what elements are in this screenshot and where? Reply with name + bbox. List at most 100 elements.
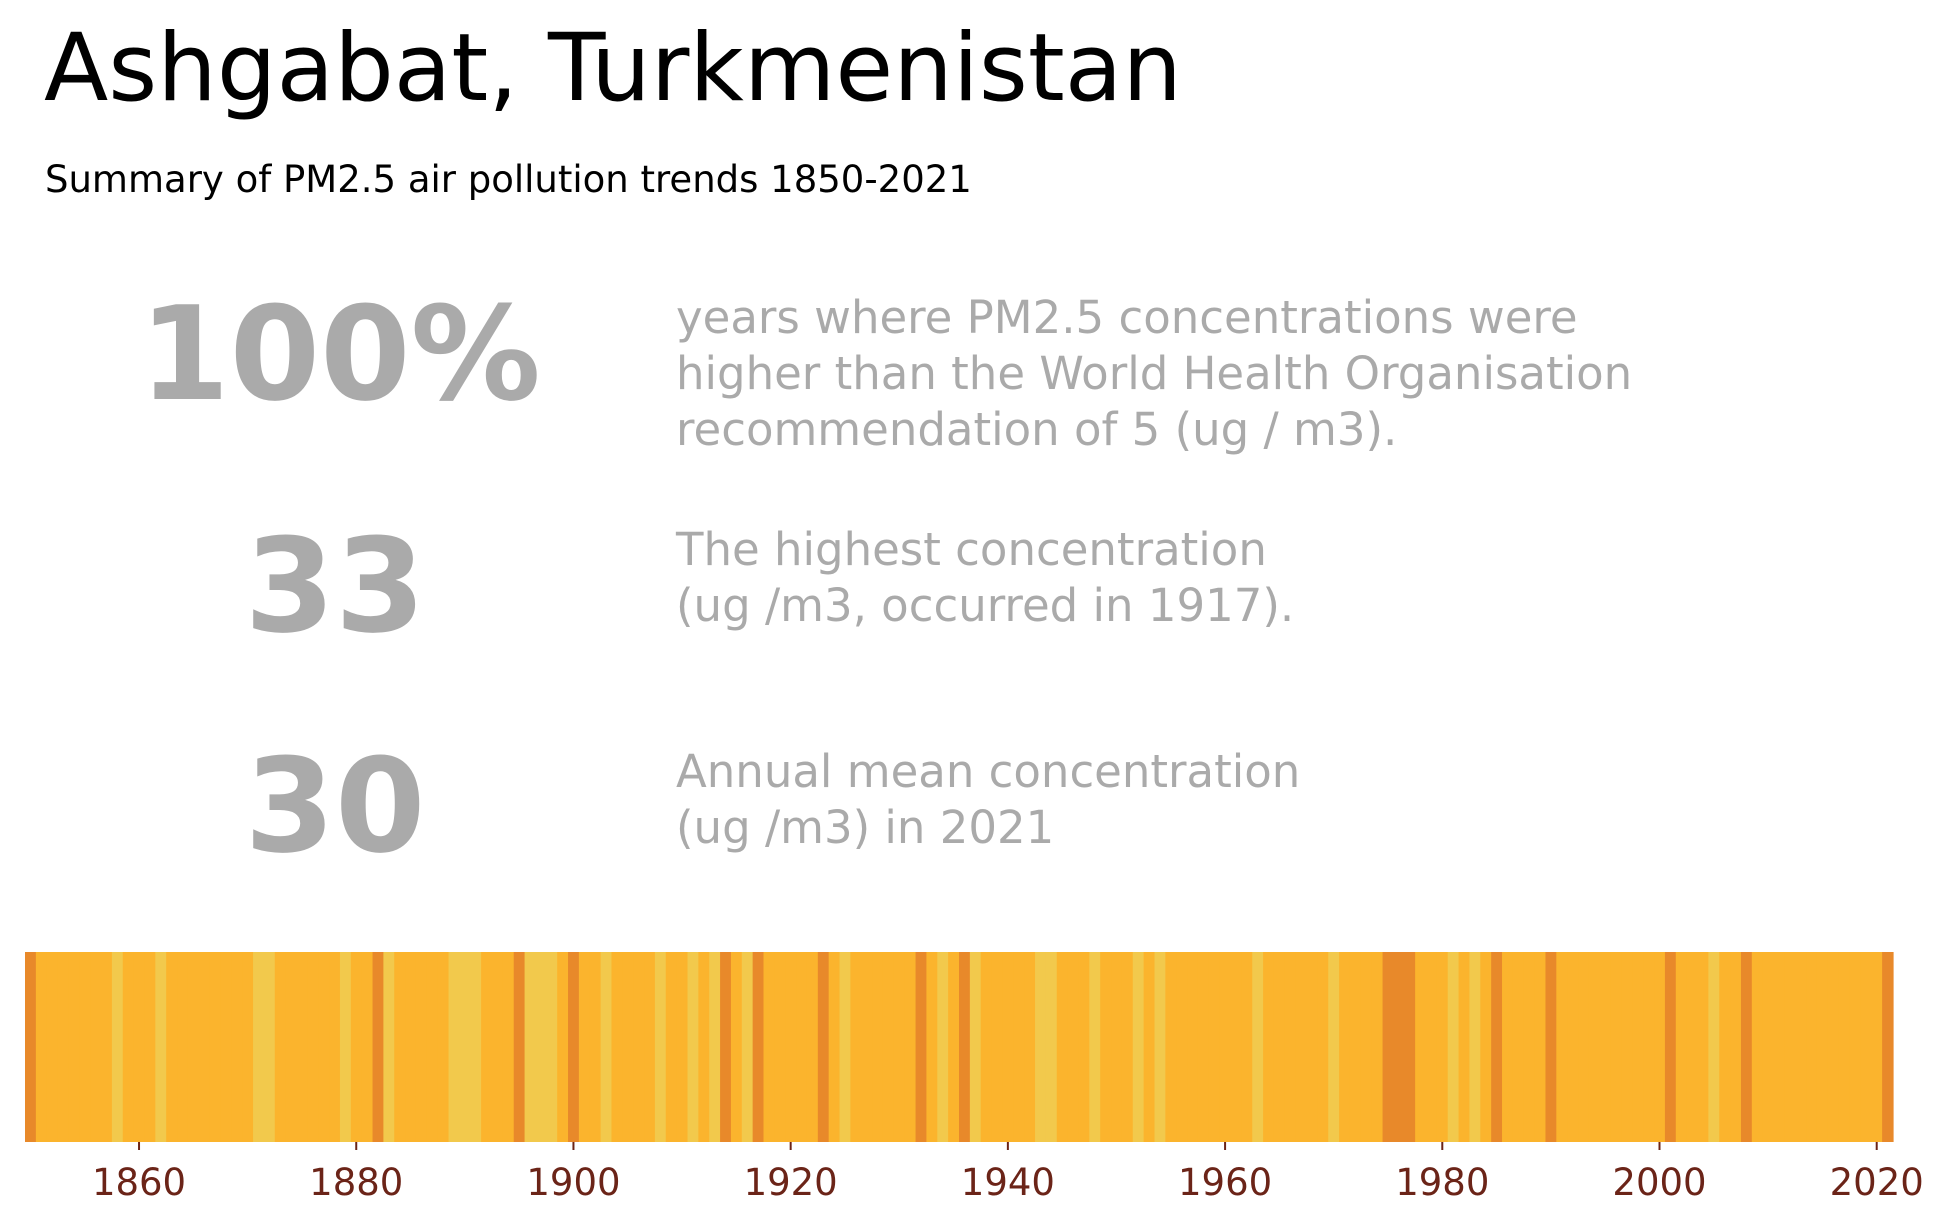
stripe-1892 [481,952,493,1142]
stripe-1884 [394,952,406,1142]
stripe-1912 [698,952,710,1142]
stripe-1873 [274,952,287,1142]
x-tick-label: 1880 [309,1161,403,1204]
stripe-2009 [1751,952,1764,1142]
stripe-1985 [1491,952,1503,1142]
stripe-1964 [1263,952,1275,1142]
stripe-1959 [1208,952,1221,1142]
x-tick-label: 1940 [961,1161,1055,1204]
stripe-2003 [1686,952,1699,1142]
stripe-2015 [1816,952,1829,1142]
stripe-1999 [1643,952,1655,1142]
stripe-1933 [926,952,938,1142]
stripe-1885 [405,952,417,1142]
x-tick-label: 1980 [1395,1161,1489,1204]
stripe-1887 [426,952,439,1142]
stripe-1908 [654,952,667,1142]
stripe-1976 [1393,952,1405,1142]
stripe-1906 [633,952,645,1142]
stripe-1987 [1512,952,1525,1142]
stripe-1927 [861,952,873,1142]
stripe-1916 [741,952,754,1142]
x-tick-label: 2000 [1612,1161,1706,1204]
stripe-1896 [524,952,537,1142]
stripe-1958 [1197,952,1210,1142]
stripe-1995 [1599,952,1612,1142]
stripe-2007 [1730,952,1742,1142]
stripe-1920 [785,952,797,1142]
stripe-1923 [817,952,830,1142]
stripe-1904 [611,952,623,1142]
stripe-1880 [350,952,363,1142]
stripe-2016 [1827,952,1840,1142]
stripe-1950 [1111,952,1123,1142]
page-subtitle: Summary of PM2.5 air pollution trends 18… [45,158,972,201]
stripe-1883 [383,952,395,1142]
stripe-1890 [459,952,471,1142]
x-tick-label: 1920 [744,1161,838,1204]
stripe-1917 [752,952,765,1142]
x-axis: 1860 1880 1900 1920 1940 1960 1980 2000 2020 [92,1142,1924,1204]
stripe-1889 [448,952,461,1142]
stripe-1850 [25,952,37,1142]
stripe-1914 [720,952,732,1142]
stripe-1919 [774,952,786,1142]
stripe-1951 [1121,952,1134,1142]
stripe-1937 [969,952,982,1142]
stripe-group [25,952,1894,1142]
stripe-1858 [111,952,124,1142]
stripe-1945 [1056,952,1069,1142]
stripe-1907 [644,952,656,1142]
stripe-1935 [948,952,960,1142]
stripe-1972 [1349,952,1362,1142]
stripe-1869 [231,952,243,1142]
stripe-1955 [1165,952,1177,1142]
stripe-2011 [1773,952,1785,1142]
stat-annual-mean-value: 30 [244,730,426,882]
stripe-1877 [318,952,330,1142]
stripe-1974 [1371,952,1384,1142]
stripe-1902 [589,952,602,1142]
stripe-1938 [980,952,993,1142]
x-tick-label: 1960 [1178,1161,1272,1204]
stripe-1960 [1219,952,1232,1142]
stripe-2002 [1675,952,1688,1142]
stripe-1989 [1534,952,1547,1142]
stripe-1996 [1610,952,1623,1142]
stripe-1863 [166,952,178,1142]
stripe-2008 [1740,952,1753,1142]
x-tick-label: 1900 [526,1161,620,1204]
stat-highest-value: 33 [244,510,426,662]
stripe-1949 [1100,952,1112,1142]
stripe-1939 [991,952,1004,1142]
stat-highest-description: The highest concentration (ug /m3, occur… [676,523,1295,632]
stripe-1871 [253,952,265,1142]
stripe-1865 [187,952,200,1142]
stripe-1870 [242,952,254,1142]
stripe-2004 [1697,952,1709,1142]
stripe-2006 [1719,952,1731,1142]
stripe-1910 [676,952,689,1142]
stripe-1980 [1436,952,1449,1142]
stripe-1854 [68,952,80,1142]
stripe-1941 [1013,952,1025,1142]
stripe-2005 [1708,952,1720,1142]
stripe-1948 [1089,952,1101,1142]
stripe-1888 [437,952,450,1142]
stripe-1898 [546,952,558,1142]
stripe-1901 [578,952,591,1142]
stripe-1891 [470,952,482,1142]
stripe-1990 [1545,952,1557,1142]
stripe-1992 [1567,952,1579,1142]
stripe-1981 [1447,952,1460,1142]
stripe-1969 [1317,952,1329,1142]
stripe-1878 [329,952,341,1142]
stripe-1897 [535,952,547,1142]
stripe-1977 [1404,952,1416,1142]
stripe-1864 [177,952,189,1142]
stripe-1857 [101,952,113,1142]
stripe-1928 [872,952,884,1142]
stripe-1993 [1578,952,1590,1142]
stripe-1954 [1154,952,1166,1142]
